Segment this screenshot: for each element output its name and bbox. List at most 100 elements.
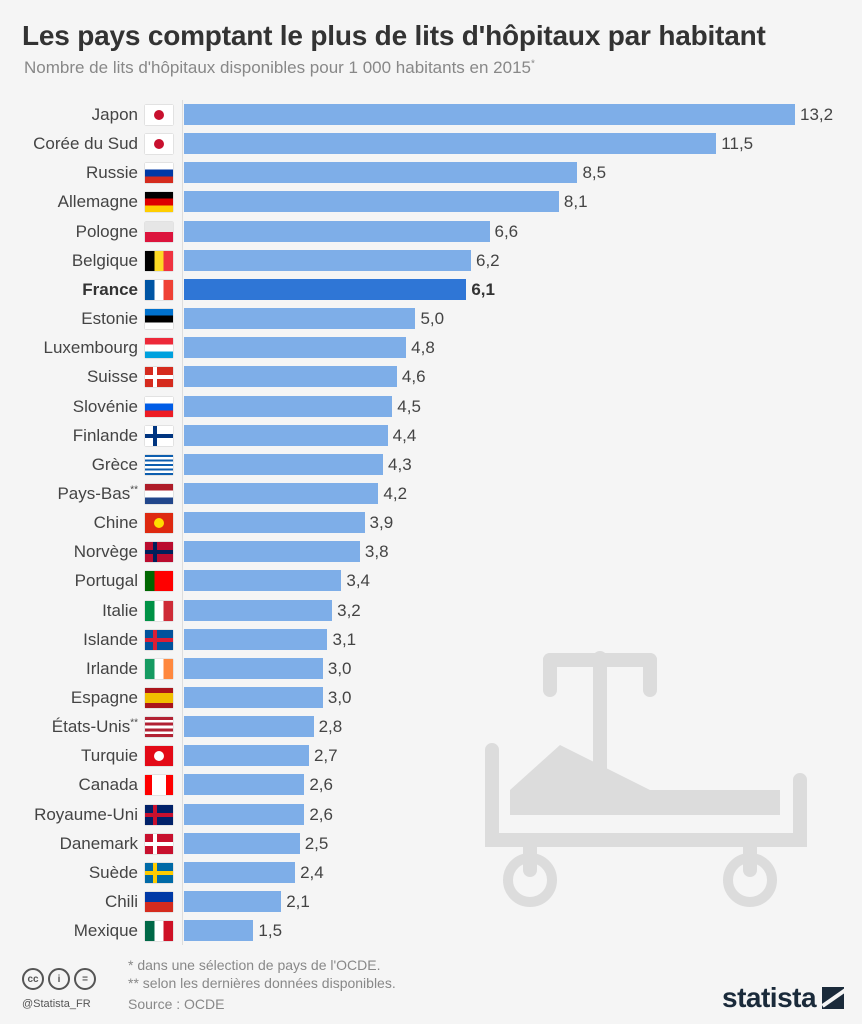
category-label: Pologne <box>76 222 138 242</box>
bar <box>184 832 300 854</box>
category-name: Portugal <box>74 571 138 591</box>
category-name: Russie <box>86 163 138 183</box>
bar <box>184 803 305 825</box>
category-name: Royaume-Uni <box>34 804 138 824</box>
data-label: 2,5 <box>304 833 329 853</box>
bar <box>184 745 309 767</box>
data-label: 2,7 <box>313 746 338 766</box>
bar <box>184 861 296 883</box>
bar <box>184 162 578 184</box>
flag-icon <box>145 279 173 300</box>
category-label: Grèce <box>92 455 138 475</box>
bar <box>184 482 379 504</box>
data-label: 3,0 <box>327 688 352 707</box>
category-name: Suisse <box>86 367 138 387</box>
data-label: 1,5 <box>258 921 283 941</box>
flag-icon <box>145 396 173 417</box>
bar <box>184 366 397 388</box>
data-label: 13,2 <box>800 105 834 124</box>
chart-title: Les pays comptant le plus de lits d'hôpi… <box>22 20 766 51</box>
category-name: Islande <box>83 629 138 649</box>
bar <box>184 395 393 417</box>
data-label: 5,0 <box>420 309 445 329</box>
bar <box>184 453 384 475</box>
category-label: Belgique <box>72 251 138 271</box>
bar <box>184 337 407 359</box>
bar <box>184 278 467 300</box>
category-name: Finlande <box>72 425 138 445</box>
category-label: Luxembourg <box>43 338 138 358</box>
category-label: États-Unis** <box>52 717 138 737</box>
category-name: Mexique <box>73 921 138 941</box>
category-label: Canada <box>78 775 138 795</box>
source-text: Source : OCDE <box>128 996 225 1012</box>
data-label: 4,6 <box>401 367 426 387</box>
data-label: 3,9 <box>369 513 394 533</box>
flag-icon <box>145 192 173 213</box>
data-label: 4,5 <box>397 396 421 416</box>
flag-icon <box>145 571 173 592</box>
data-label: 8,1 <box>563 192 588 212</box>
flag-icon <box>145 454 173 475</box>
subtitle-text: Nombre de lits d'hôpitaux disponibles po… <box>24 58 531 77</box>
data-label: 4,4 <box>392 425 417 445</box>
category-name: Grèce <box>91 454 138 474</box>
data-label: 4,3 <box>388 454 412 474</box>
statista-logo[interactable]: statista <box>722 982 845 1014</box>
flag-icon <box>145 658 173 679</box>
flag-icon <box>145 804 173 825</box>
footnotes: * dans une sélection de pays de l'OCDE. … <box>128 956 396 992</box>
twitter-handle[interactable]: @Statista_FR <box>22 998 91 1010</box>
bar <box>184 570 342 592</box>
category-label: Islande <box>83 630 138 650</box>
flag-icon <box>145 746 173 767</box>
category-name: Norvège <box>73 542 138 562</box>
category-label: Slovénie <box>73 397 138 417</box>
category-label: Pays-Bas** <box>57 484 138 504</box>
flag-icon <box>145 833 173 854</box>
bar <box>184 599 333 621</box>
category-name: Italie <box>102 600 138 620</box>
bar <box>184 920 254 942</box>
category-label: Turquie <box>81 746 138 766</box>
category-label: Royaume-Uni <box>34 805 138 825</box>
bar-chart: Japon 13,2 Corée du Sud 11,5 Russie 8,5 Allema… <box>33 100 834 945</box>
category-label: Corée du Sud <box>33 134 138 154</box>
logo-mark-icon <box>822 987 845 1009</box>
category-label: Danemark <box>60 834 138 854</box>
data-label: 3,8 <box>364 542 389 562</box>
subtitle-footnote-mark: * <box>530 58 535 70</box>
data-label: 3,1 <box>332 629 357 649</box>
category-name: Irlande <box>86 658 138 678</box>
bar <box>184 628 328 650</box>
bar <box>184 774 305 796</box>
bar <box>184 512 365 534</box>
axis-line <box>182 100 183 945</box>
data-label: 2,6 <box>309 804 333 824</box>
flag-icon <box>145 892 173 913</box>
data-label: 3,4 <box>346 571 371 591</box>
category-name: Slovénie <box>72 396 138 416</box>
footnote-1: * dans une sélection de pays de l'OCDE. <box>128 957 381 973</box>
bar <box>184 716 314 738</box>
data-label: 8,5 <box>582 163 607 183</box>
data-label: 11,5 <box>721 134 754 154</box>
cc-icon: cc <box>22 968 44 990</box>
data-label: 3,0 <box>327 658 352 678</box>
category-name: Pays-Bas <box>57 483 131 503</box>
category-name: Danemark <box>59 833 138 853</box>
data-label: 2,8 <box>318 717 343 737</box>
flag-icon <box>145 717 173 738</box>
data-label: 4,2 <box>383 483 408 503</box>
category-name: Pologne <box>75 221 138 241</box>
footnote-marker: ** <box>130 484 138 496</box>
flag-icon <box>145 483 173 504</box>
flag-icon <box>145 221 173 242</box>
category-name: France <box>82 279 138 299</box>
flag-icon <box>145 425 173 446</box>
category-label: Allemagne <box>58 192 138 212</box>
logo-text: statista <box>722 982 817 1013</box>
footnote-2: ** selon les dernières données disponibl… <box>128 975 396 991</box>
flag-icon <box>145 309 173 330</box>
